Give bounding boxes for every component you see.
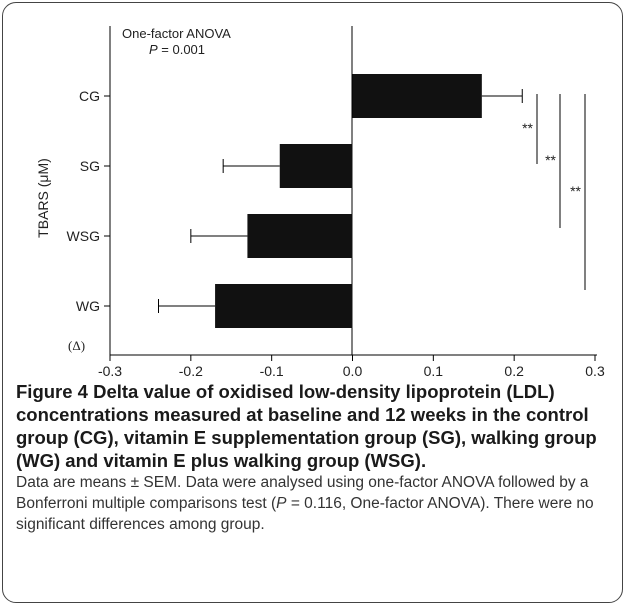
caption-title: Figure 4 Delta value of oxidised low-den… [16, 381, 597, 471]
y-tick-label-wsg: WSG [67, 228, 100, 244]
p-symbol: P [149, 42, 158, 57]
x-tick-label: 0.2 [504, 363, 524, 379]
x-tick-label: -0.2 [179, 363, 203, 379]
caption-p-symbol: P [276, 495, 287, 512]
bar-wg [215, 284, 353, 328]
x-tick-label: 0.0 [343, 363, 363, 379]
y-tick-label-wg: WG [76, 298, 100, 314]
bar-chart: One-factor ANOVA P = 0.001 TBARS (μM) (Δ… [35, 26, 605, 379]
y-axis-label: TBARS (μM) [35, 158, 51, 238]
p-value-text: = 0.001 [158, 42, 205, 57]
y-tick-label-cg: CG [79, 88, 100, 104]
anova-p-value: P = 0.001 [149, 42, 205, 57]
figure-caption: Figure 4 Delta value of oxidised low-den… [16, 380, 616, 535]
bar-sg [279, 144, 353, 188]
bar-wsg [247, 214, 353, 258]
bar-cg [352, 74, 482, 118]
significance-label: ** [522, 120, 533, 136]
significance-label: ** [545, 152, 556, 168]
x-tick-label: 0.3 [585, 363, 605, 379]
y-tick-label-sg: SG [80, 158, 100, 174]
caption-body-part2: = 0.116, One-factor ANOVA). There were n… [16, 495, 594, 533]
x-tick-label: 0.1 [424, 363, 444, 379]
caption-body-part1: Data are means ± SEM. Data were analysed… [16, 474, 589, 512]
delta-label: (Δ) [68, 338, 85, 353]
x-tick-label: -0.3 [98, 363, 122, 379]
anova-label: One-factor ANOVA [122, 26, 231, 41]
significance-label: ** [570, 183, 581, 199]
caption-body: Data are means ± SEM. Data were analysed… [16, 472, 616, 535]
x-tick-label: -0.1 [260, 363, 284, 379]
